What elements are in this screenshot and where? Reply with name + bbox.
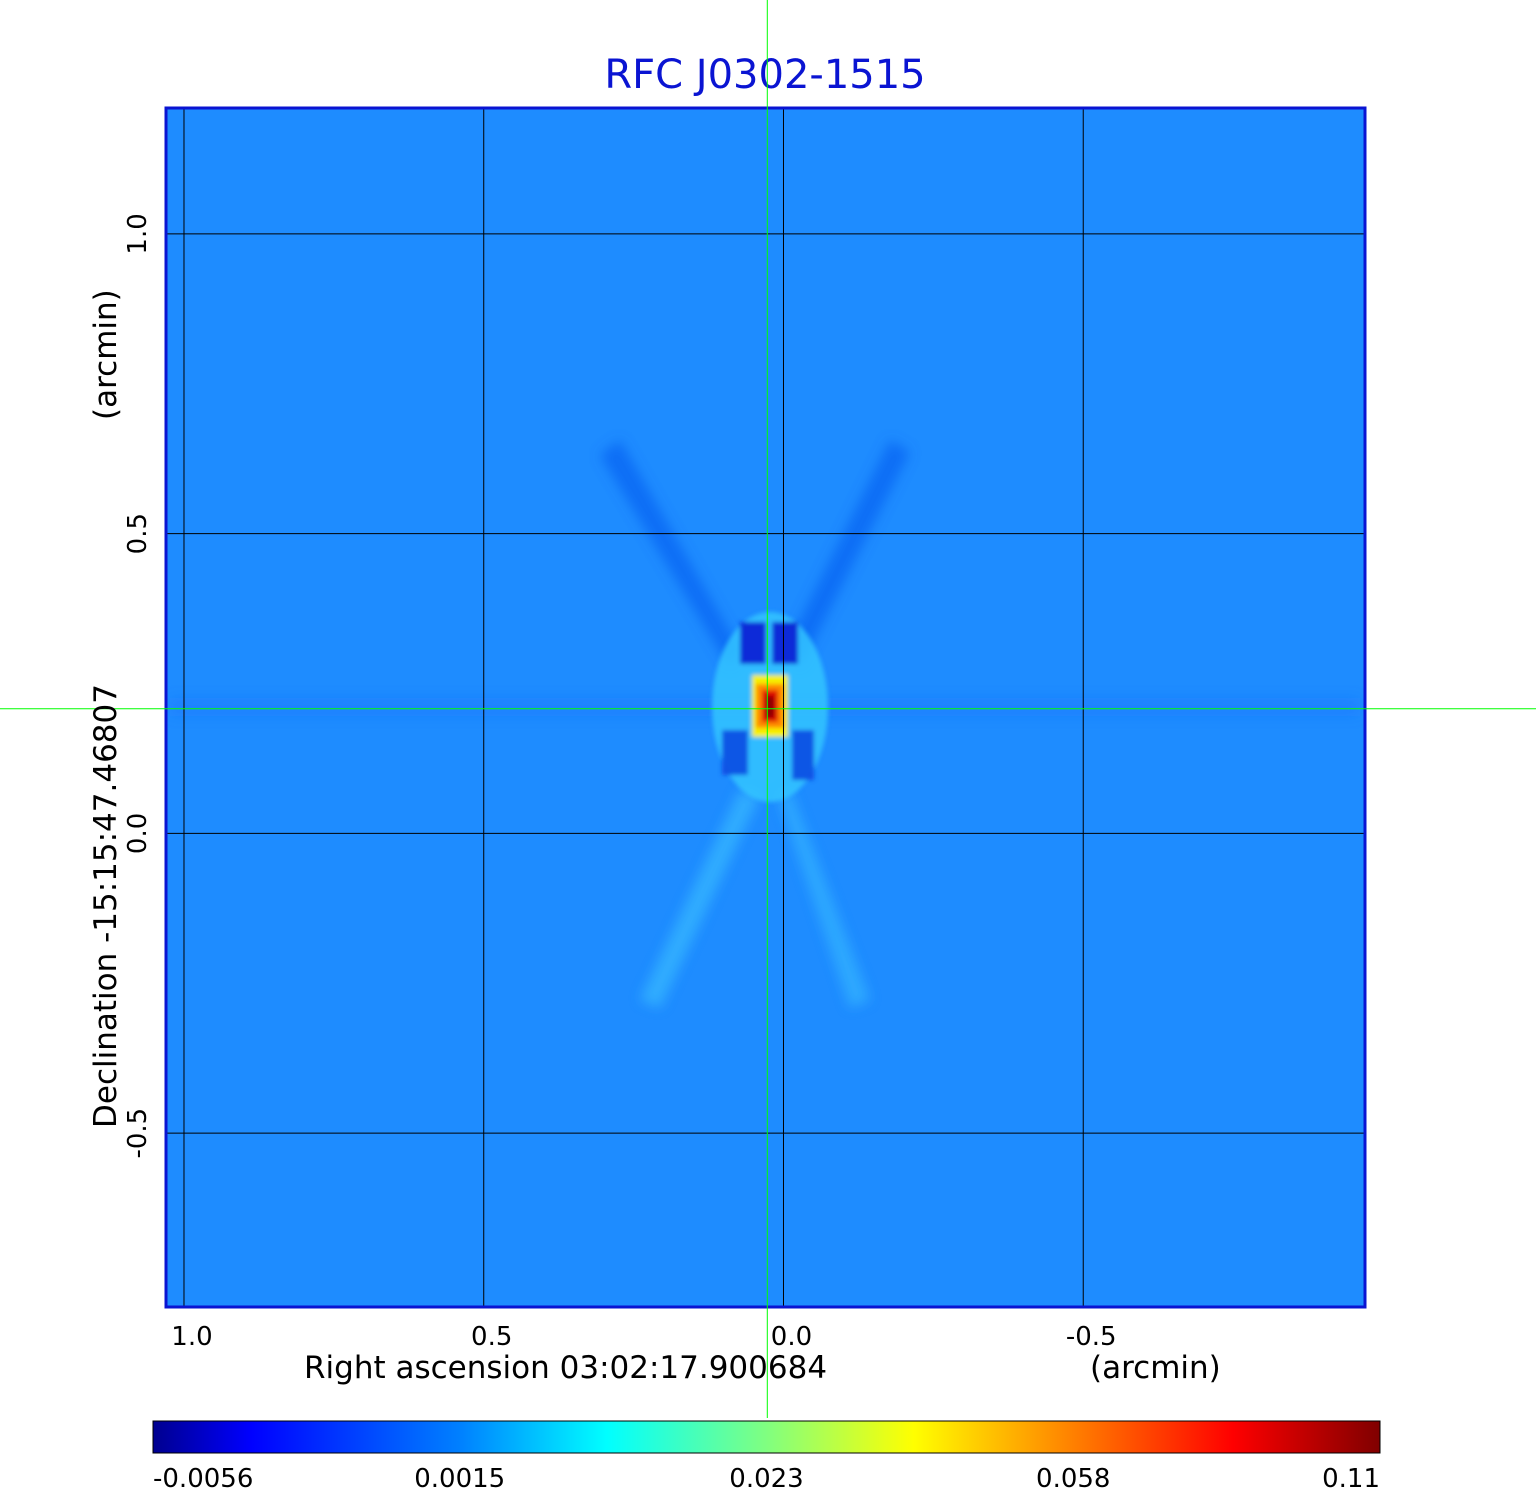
dark-lobe-upper-left — [600, 440, 740, 668]
plot-area — [166, 108, 1365, 1307]
x-tick-label: -0.5 — [1066, 1322, 1117, 1352]
y-tick-label: 1.0 — [123, 213, 153, 254]
source-core — [712, 612, 828, 802]
x-tick-label: 0.5 — [471, 1322, 512, 1352]
colorbar-tick-label: -0.0056 — [153, 1464, 253, 1494]
core-dark-bottom-left — [722, 730, 748, 775]
y-tick-label: 0.0 — [123, 813, 153, 854]
x-tick-label: 1.0 — [171, 1322, 212, 1352]
core-dark-top-left — [740, 622, 766, 664]
core-dark-top-right — [772, 622, 798, 664]
x-axis-label: Right ascension 03:02:17.900684 — [304, 1350, 827, 1386]
y-tick-label: 0.5 — [123, 513, 153, 554]
plot-frame — [164, 106, 1367, 1309]
light-lobe-lower-left — [640, 790, 760, 1008]
y-tick-labels: 1.0 0.5 0.0 -0.5 — [123, 213, 153, 1158]
core-peak — [766, 696, 774, 718]
core-dark-bottom-right — [792, 730, 814, 780]
x-tick-label: 0.0 — [771, 1322, 812, 1352]
grid-lines — [166, 108, 1365, 1307]
dark-lobe-upper-right — [785, 440, 910, 668]
y-axis-unit: (arcmin) — [88, 289, 124, 420]
colorbar-tick-label: 0.0015 — [414, 1464, 505, 1494]
colorbar-tick-label: 0.058 — [1036, 1464, 1110, 1494]
colorbar-tick-label: 0.11 — [1322, 1464, 1380, 1494]
colorbar — [152, 1420, 1381, 1454]
y-axis-label: Declination -15:15:47.46807 — [88, 684, 124, 1128]
y-tick-label: -0.5 — [123, 1108, 153, 1159]
x-axis-unit: (arcmin) — [1090, 1350, 1221, 1386]
x-tick-labels: 1.0 0.5 0.0 -0.5 — [171, 1322, 1116, 1352]
colorbar-tick-label: 0.023 — [729, 1464, 803, 1494]
colorbar-tick-labels: -0.0056 0.0015 0.023 0.058 0.11 — [153, 1464, 1380, 1494]
sidelobe-pattern — [170, 440, 1360, 1008]
chart-title: RFC J0302-1515 — [604, 52, 925, 98]
crosshair — [0, 0, 1536, 1418]
light-lobe-lower-right — [778, 790, 870, 1008]
